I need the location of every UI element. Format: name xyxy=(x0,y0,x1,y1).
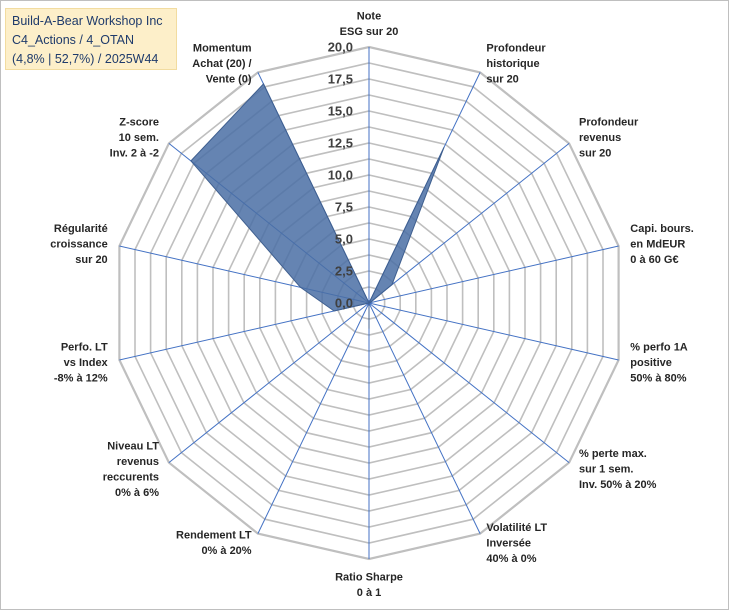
axis-spoke xyxy=(257,302,370,534)
axis-label-line: sur 20 xyxy=(579,147,611,159)
axis-label: Régularité croissance sur 20 xyxy=(50,223,107,266)
axis-label-line: Volatilité LT xyxy=(486,522,547,534)
axis-label-line: 0% à 6% xyxy=(115,487,159,499)
axis-label: Momentum Achat (20) / Vente (0) xyxy=(192,43,252,86)
axis-label-line: Capi. bours. xyxy=(630,223,694,235)
axis-label: Niveau LT revenus reccurents 0% à 6% xyxy=(103,440,160,499)
axis-label-line: % perte max. xyxy=(579,448,647,460)
axis-spoke xyxy=(368,143,570,304)
axis-label: Profondeur historique sur 20 xyxy=(486,43,546,86)
axis-label-line: Z-score xyxy=(119,116,159,128)
axis-label-line: Rendement LT xyxy=(176,530,252,542)
axis-label-line: 0 à 60 G€ xyxy=(630,254,678,266)
radar-series xyxy=(190,83,445,329)
tick-label: 20,0 xyxy=(328,40,353,55)
axis-spoke xyxy=(168,302,370,463)
axis-label-line: Ratio Sharpe xyxy=(335,572,403,584)
axis-spoke xyxy=(119,302,370,361)
radar-axis-labels: Note ESG sur 20 Profondeur historique sur 20… xyxy=(50,11,694,600)
axis-label-line: Vente (0) xyxy=(206,74,252,86)
tick-label: 7,5 xyxy=(335,200,353,215)
chart-title-box: Build-A-Bear Workshop Inc C4_Actions / 4… xyxy=(5,8,177,70)
axis-label-line: Achat (20) / xyxy=(192,58,251,70)
axis-label-line: 0 à 1 xyxy=(357,587,381,599)
axis-label-line: Momentum xyxy=(193,43,252,55)
axis-label-line: reccurents xyxy=(103,471,159,483)
axis-label-line: historique xyxy=(486,58,539,70)
axis-label-line: Régularité xyxy=(54,223,108,235)
axis-label-line: % perfo 1A xyxy=(630,341,688,353)
axis-label-line: Perfo. LT xyxy=(61,341,108,353)
axis-label-line: Inversée xyxy=(486,537,531,549)
axis-label-line: revenus xyxy=(579,132,621,144)
axis-label-line: revenus xyxy=(117,456,159,468)
axis-label-line: Inv. 2 à -2 xyxy=(110,147,159,159)
axis-label: Volatilité LT Inversée 40% à 0% xyxy=(486,522,547,565)
axis-label: % perfo 1A positive 50% à 80% xyxy=(630,341,688,384)
axis-spoke xyxy=(368,302,619,361)
axis-label-line: croissance xyxy=(50,239,107,251)
axis-label: Profondeur revenus sur 20 xyxy=(579,116,639,159)
axis-label-line: sur 1 sem. xyxy=(579,464,633,476)
radar-tick-labels: 0,0 2,5 5,0 7,5 10,0 12,5 15,0 17,5 20,0 xyxy=(328,40,353,311)
axis-label-line: 10 sem. xyxy=(119,132,159,144)
axis-spoke xyxy=(368,302,570,463)
axis-label-line: vs Index xyxy=(64,357,109,369)
title-company: Build-A-Bear Workshop Inc xyxy=(12,14,163,28)
axis-spoke xyxy=(368,245,619,304)
axis-spoke xyxy=(368,302,481,534)
title-stats: (4,8% | 52,7%) / 2025W44 xyxy=(12,52,159,66)
title-category: C4_Actions / 4_OTAN xyxy=(12,33,135,47)
tick-label: 0,0 xyxy=(335,296,353,311)
axis-label: Z-score 10 sem. Inv. 2 à -2 xyxy=(110,116,159,159)
axis-label-line: Note xyxy=(357,11,381,23)
axis-label-line: ESG sur 20 xyxy=(340,26,399,38)
axis-label-line: -8% à 12% xyxy=(54,372,108,384)
tick-label: 15,0 xyxy=(328,104,353,119)
tick-label: 5,0 xyxy=(335,232,353,247)
axis-label-line: positive xyxy=(630,357,672,369)
axis-label-line: Inv. 50% à 20% xyxy=(579,479,657,491)
axis-label: Ratio Sharpe 0 à 1 xyxy=(335,572,403,600)
axis-label: Rendement LT 0% à 20% xyxy=(176,530,252,558)
axis-label-line: Profondeur xyxy=(486,43,546,55)
tick-label: 12,5 xyxy=(328,136,353,151)
axis-label-line: 0% à 20% xyxy=(201,545,251,557)
axis-label-line: Niveau LT xyxy=(107,440,159,452)
axis-label: Perfo. LT vs Index -8% à 12% xyxy=(54,341,109,384)
axis-label-line: Profondeur xyxy=(579,116,639,128)
axis-label: Note ESG sur 20 xyxy=(340,11,399,39)
axis-label-line: en MdEUR xyxy=(630,239,685,251)
axis-label-line: 50% à 80% xyxy=(630,372,686,384)
series-area xyxy=(190,83,445,329)
axis-label-line: 40% à 0% xyxy=(486,553,536,565)
axis-label: Capi. bours. en MdEUR 0 à 60 G€ xyxy=(630,223,694,266)
tick-label: 10,0 xyxy=(328,168,353,183)
axis-label: % perte max. sur 1 sem. Inv. 50% à 20% xyxy=(579,448,657,491)
tick-label: 17,5 xyxy=(328,72,353,87)
tick-label: 2,5 xyxy=(335,264,353,279)
axis-label-line: sur 20 xyxy=(75,254,107,266)
axis-label-line: sur 20 xyxy=(486,74,518,86)
